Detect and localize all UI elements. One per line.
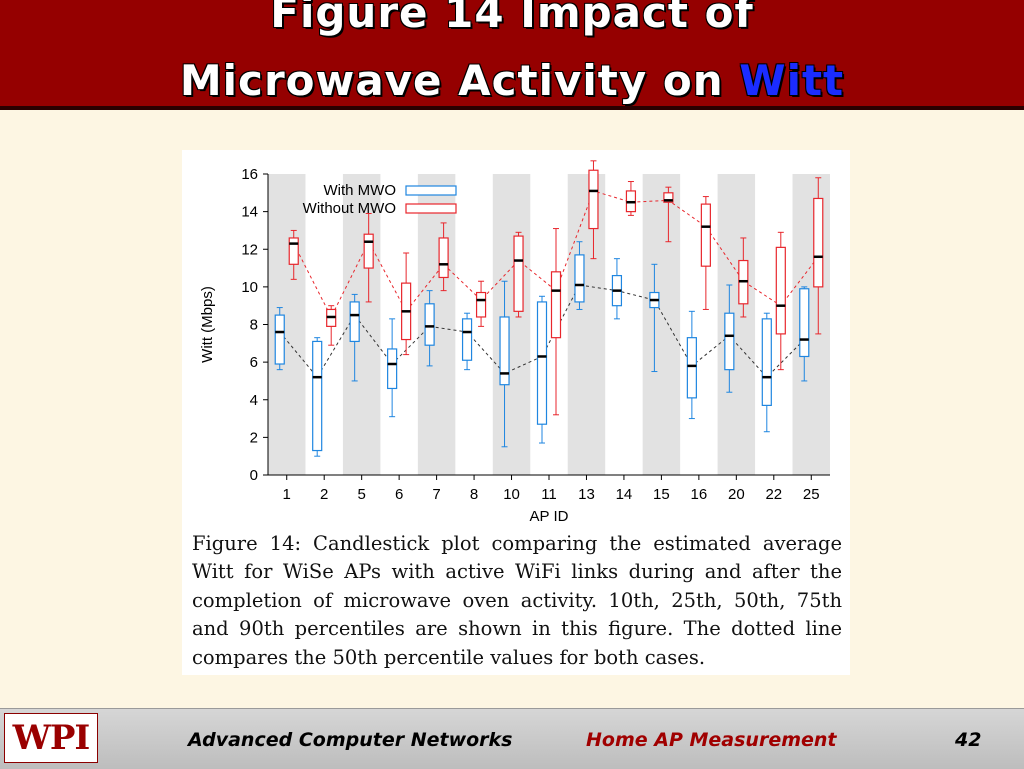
x-axis-label: AP ID (530, 508, 569, 525)
candle-box (663, 192, 674, 203)
candle-box (499, 316, 510, 386)
category-band (642, 174, 681, 475)
candle-box (438, 237, 449, 279)
slide-title-prefix: Microwave Activity on (179, 56, 740, 105)
candle-box (686, 337, 697, 399)
caption-line: and 90th percentiles are shown in this f… (192, 617, 842, 641)
legend-label: With MWO (324, 182, 397, 199)
y-tick-label: 2 (250, 429, 258, 446)
y-tick-label: 12 (241, 241, 258, 258)
x-tick-label: 7 (432, 486, 440, 503)
category-band (342, 174, 381, 475)
candle-box (513, 235, 524, 312)
candle-box (387, 348, 398, 390)
x-tick-label: 25 (803, 486, 820, 503)
candle-box (349, 301, 360, 343)
category-band (717, 174, 756, 475)
candle-box (475, 291, 487, 318)
candle-box (574, 254, 585, 303)
footer-topic: Home AP Measurement (586, 729, 837, 751)
y-tick-label: 4 (250, 392, 258, 409)
category-band (417, 174, 456, 475)
wpi-logo: WPI (4, 713, 98, 763)
candle-box (363, 233, 374, 269)
figure-panel: 0 2 4 6 8 10 12 14 16 1 2 5 6 7 8 10 11 13 14 15 16 20 22 25 AP … (182, 150, 850, 675)
candle-box (312, 340, 323, 452)
category-band (268, 174, 306, 475)
candle-box (700, 203, 711, 267)
page-number: 42 (955, 729, 982, 751)
category-band (792, 174, 830, 475)
slide-title-line-2: Microwave Activity on Witt (0, 56, 1024, 105)
candle-box (288, 237, 299, 265)
x-tick-label: 5 (357, 486, 365, 503)
legend-swatch (405, 185, 457, 196)
footer-bar: WPI Advanced Computer Networks Home AP M… (0, 708, 1024, 769)
y-tick-label: 0 (250, 467, 258, 484)
x-tick-label: 10 (503, 486, 520, 503)
category-band (567, 174, 606, 475)
slide-title-line-1: Figure 14 Impact of (270, 0, 754, 37)
legend-label: Without MWO (303, 200, 396, 217)
candle-box (799, 288, 810, 358)
median-trend-line (293, 190, 819, 319)
caption-line: completion of microwave oven activity. 1… (192, 588, 842, 612)
x-tick-label: 20 (728, 486, 745, 503)
candle-box (424, 303, 435, 346)
x-tick-label: 13 (578, 486, 595, 503)
candle-box (813, 197, 824, 288)
candle-box (588, 169, 599, 230)
x-tick-label: 16 (691, 486, 708, 503)
x-tick-label: 22 (765, 486, 782, 503)
x-tick-label: 1 (283, 486, 291, 503)
legend-swatch (405, 203, 457, 214)
candle-box (775, 246, 786, 335)
y-tick-label: 8 (250, 317, 258, 334)
logo-text: WPI (12, 718, 91, 758)
category-band (492, 174, 531, 475)
y-tick-label: 14 (241, 204, 258, 221)
x-tick-label: 15 (653, 486, 670, 503)
candle-box (536, 301, 548, 425)
candle-box (461, 318, 473, 361)
footer-course: Advanced Computer Networks (188, 729, 513, 751)
x-tick-label: 8 (470, 486, 478, 503)
y-axis-label: Witt (Mbps) (199, 286, 216, 363)
x-tick-label: 14 (616, 486, 633, 503)
candle-box (724, 312, 735, 371)
x-tick-label: 6 (395, 486, 403, 503)
y-tick-label: 6 (250, 354, 258, 371)
y-tick-label: 16 (241, 166, 258, 183)
slide-title-accent: Witt (739, 56, 845, 105)
figure-caption: Figure 14: Candlestick plot comparing th… (192, 530, 842, 672)
y-tick-label: 10 (241, 279, 258, 296)
caption-line: Figure 14: Candlestick plot comparing th… (192, 532, 842, 555)
x-tick-label: 2 (320, 486, 328, 503)
candle-box (274, 314, 285, 365)
title-bar: Figure 14 Impact of Microwave Activity o… (0, 0, 1024, 110)
x-tick-label: 11 (541, 486, 557, 503)
candle-box (550, 271, 562, 339)
caption-line: Witt for WiSe APs with active WiFi links… (192, 560, 842, 584)
caption-line: compares the 50th percentile values for … (192, 645, 706, 669)
candle-box (761, 318, 772, 406)
